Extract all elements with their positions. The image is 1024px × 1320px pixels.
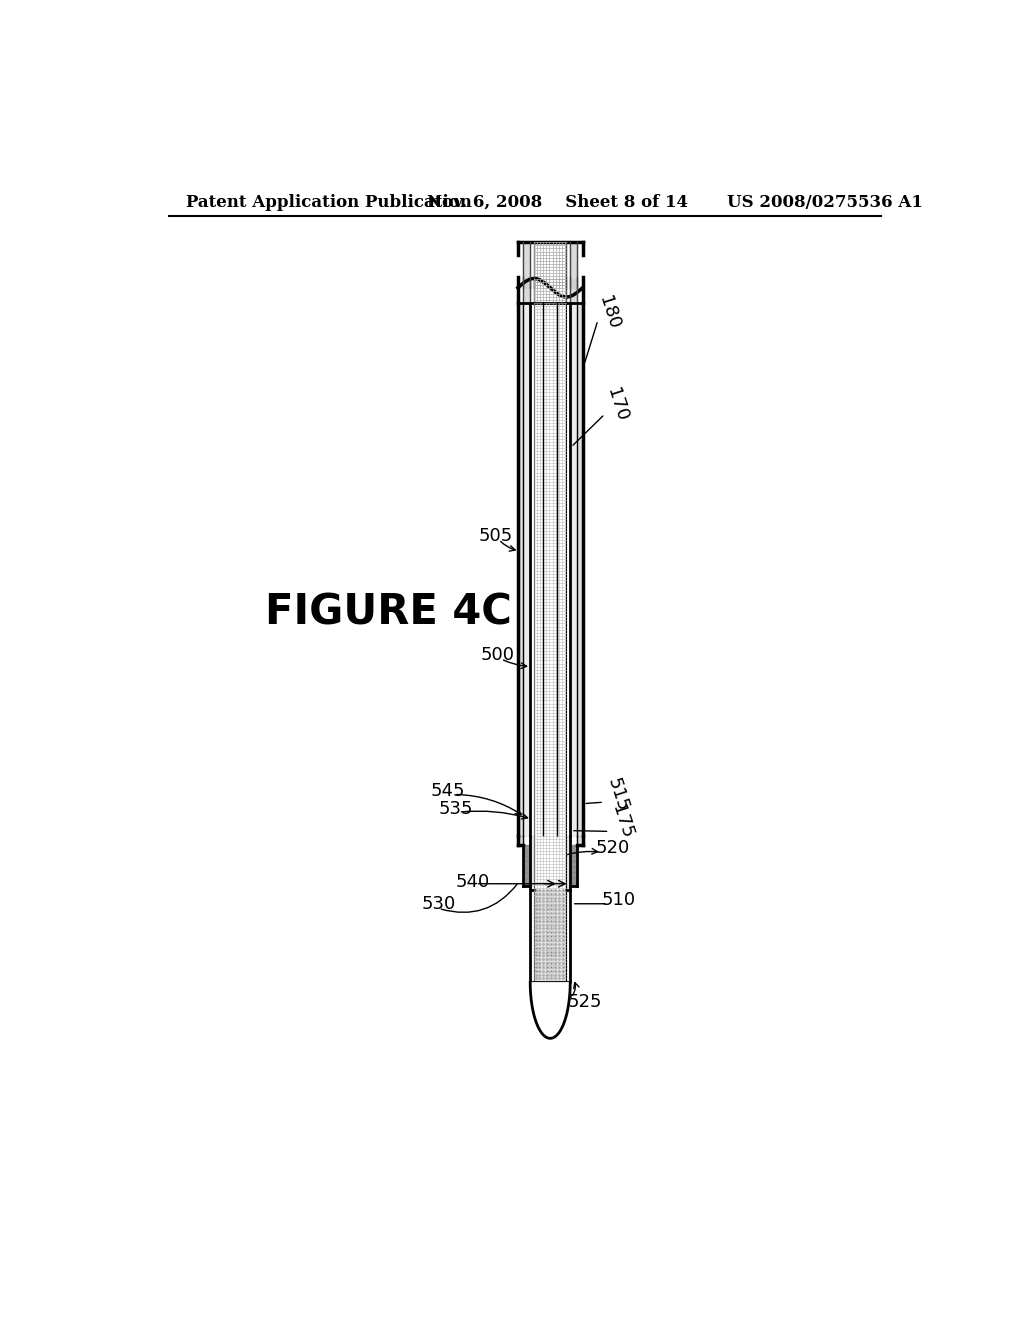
Text: 175: 175 [608, 803, 636, 841]
Polygon shape [523, 862, 529, 867]
Text: 520: 520 [596, 840, 630, 857]
Polygon shape [523, 878, 529, 883]
Text: 535: 535 [438, 800, 473, 818]
Text: 530: 530 [422, 895, 456, 912]
Polygon shape [570, 857, 577, 862]
Text: 510: 510 [602, 891, 636, 909]
FancyArrowPatch shape [501, 541, 515, 552]
FancyArrowPatch shape [572, 982, 579, 995]
Polygon shape [570, 862, 577, 867]
Text: FIGURE 4C: FIGURE 4C [265, 591, 512, 634]
FancyArrowPatch shape [457, 795, 521, 814]
Polygon shape [523, 845, 529, 850]
Polygon shape [523, 850, 529, 857]
Polygon shape [570, 850, 577, 857]
FancyArrowPatch shape [504, 660, 526, 668]
Text: Patent Application Publication: Patent Application Publication [186, 194, 472, 211]
FancyArrowPatch shape [462, 810, 527, 818]
FancyArrowPatch shape [441, 884, 517, 912]
Text: 540: 540 [456, 874, 489, 891]
Text: 505: 505 [478, 527, 513, 545]
Polygon shape [523, 873, 529, 878]
Polygon shape [570, 883, 577, 886]
Text: 515: 515 [603, 775, 631, 813]
Polygon shape [570, 873, 577, 878]
Text: 525: 525 [567, 993, 602, 1011]
FancyArrowPatch shape [567, 849, 597, 854]
Polygon shape [523, 883, 529, 886]
Polygon shape [570, 867, 577, 873]
Text: 545: 545 [431, 783, 465, 800]
Polygon shape [570, 878, 577, 883]
Text: US 2008/0275536 A1: US 2008/0275536 A1 [727, 194, 924, 211]
Text: Nov. 6, 2008    Sheet 8 of 14: Nov. 6, 2008 Sheet 8 of 14 [427, 194, 688, 211]
Polygon shape [523, 867, 529, 873]
Polygon shape [570, 845, 577, 850]
Polygon shape [523, 857, 529, 862]
Text: 500: 500 [481, 645, 515, 664]
Text: 170: 170 [603, 385, 631, 424]
Text: 180: 180 [596, 293, 624, 331]
